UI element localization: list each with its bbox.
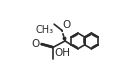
Text: OH: OH — [54, 49, 70, 58]
Text: O: O — [62, 20, 71, 30]
Text: CH₃: CH₃ — [36, 25, 54, 35]
Text: O: O — [31, 39, 39, 49]
